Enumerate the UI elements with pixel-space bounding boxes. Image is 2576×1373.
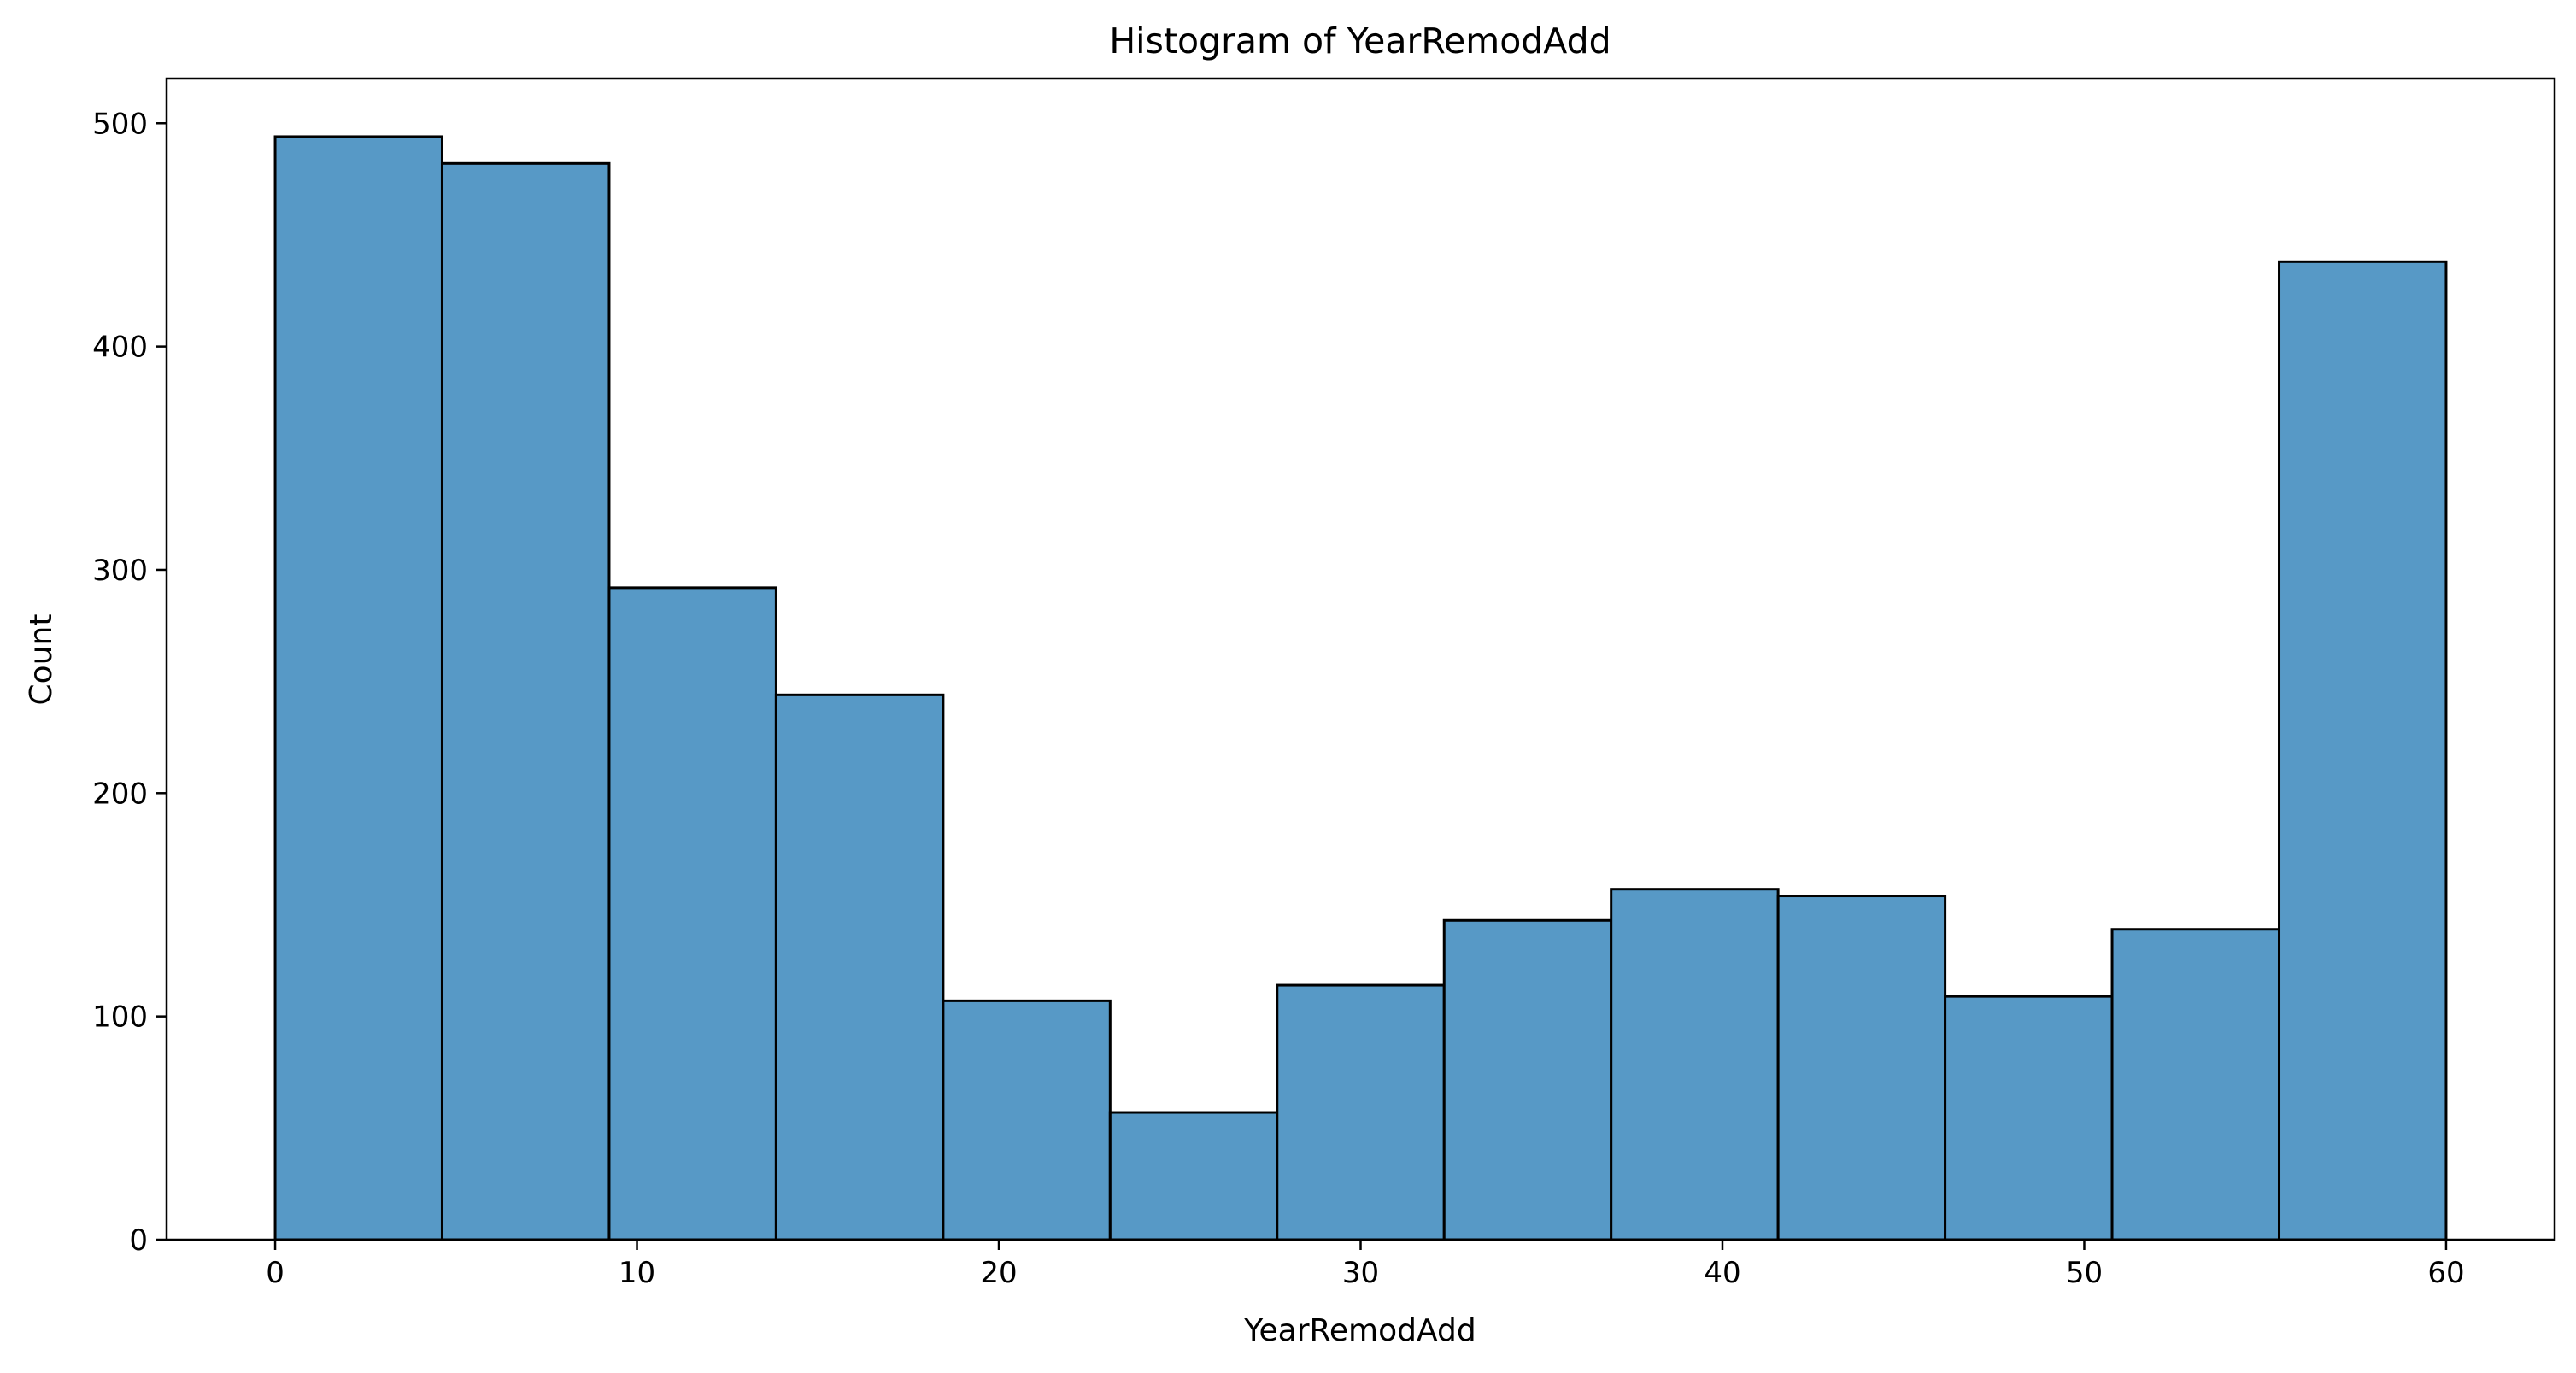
x-tick-label: 60 bbox=[2427, 1256, 2464, 1290]
histogram-bar-5 bbox=[1108, 1111, 1279, 1241]
histogram-bar-12 bbox=[2278, 260, 2448, 1241]
bars-group bbox=[273, 135, 2448, 1241]
chart-title: Histogram of YearRemodAdd bbox=[1109, 21, 1611, 62]
x-tick-label: 50 bbox=[2066, 1256, 2103, 1290]
y-tick-label: 100 bbox=[92, 1000, 148, 1035]
histogram-bar-4 bbox=[942, 999, 1112, 1241]
y-axis-label: Count bbox=[24, 614, 59, 706]
x-tick-label: 10 bbox=[619, 1256, 655, 1290]
x-tick-label: 20 bbox=[980, 1256, 1017, 1290]
y-tick-label: 300 bbox=[92, 554, 148, 588]
histogram-bar-2 bbox=[607, 586, 777, 1241]
x-axis-label: YearRemodAdd bbox=[1243, 1313, 1476, 1348]
y-axis-ticks: 0 100 200 300 400 500 bbox=[92, 107, 167, 1258]
x-tick-label: 30 bbox=[1342, 1256, 1379, 1290]
histogram-bar-0 bbox=[273, 135, 443, 1241]
histogram-bar-9 bbox=[1776, 895, 1947, 1241]
histogram-bar-7 bbox=[1442, 918, 1613, 1241]
histogram-bar-6 bbox=[1276, 983, 1446, 1241]
x-tick-label: 0 bbox=[266, 1256, 285, 1290]
y-tick-label: 0 bbox=[129, 1223, 148, 1258]
histogram-bar-11 bbox=[2110, 928, 2281, 1241]
y-tick-label: 200 bbox=[92, 777, 148, 811]
histogram-bar-3 bbox=[774, 693, 945, 1241]
histogram-bar-1 bbox=[440, 161, 611, 1241]
histogram-bar-10 bbox=[1944, 995, 2114, 1241]
histogram-bar-8 bbox=[1610, 888, 1780, 1241]
y-tick-label: 400 bbox=[92, 331, 148, 365]
y-tick-label: 500 bbox=[92, 107, 148, 141]
x-tick-label: 40 bbox=[1704, 1256, 1740, 1290]
x-axis-ticks: 0 10 20 30 40 50 60 bbox=[266, 1240, 2465, 1290]
